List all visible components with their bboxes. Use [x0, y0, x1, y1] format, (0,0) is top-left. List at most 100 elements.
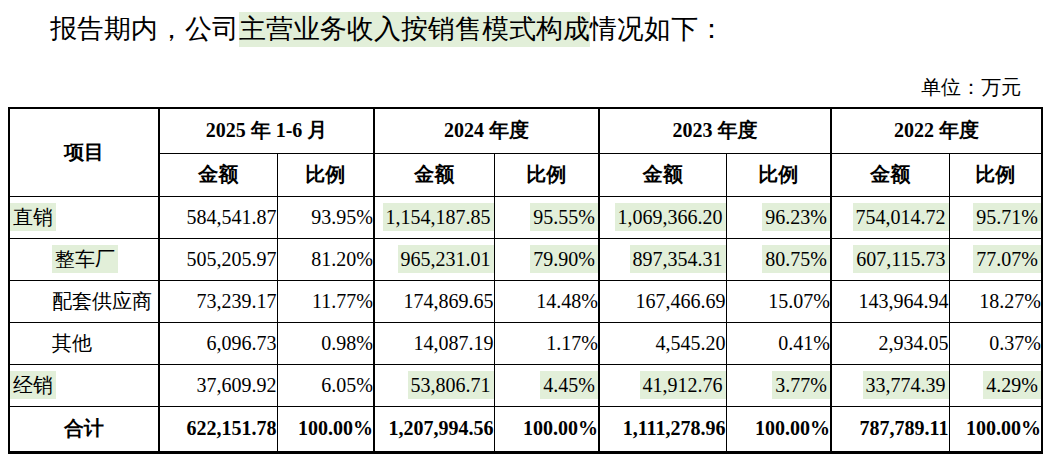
cell-value: 167,466.69	[636, 290, 726, 312]
value-cell: 93.95%	[277, 196, 374, 238]
value-cell: 18.27%	[949, 280, 1042, 322]
subheader-amount-2022: 金额	[831, 153, 949, 196]
row-label-cell: 经销	[9, 364, 159, 406]
value-cell: 0.98%	[277, 322, 374, 364]
value-cell: 6.05%	[277, 364, 374, 406]
value-cell: 4,545.20	[599, 322, 726, 364]
revenue-by-sales-model-table: 项目 2025 年 1-6 月 2024 年度 2023 年度 2022 年度 …	[8, 107, 1043, 454]
value-cell: 11.77%	[277, 280, 374, 322]
cell-value: 14.48%	[536, 290, 598, 312]
value-cell: 53,806.71	[374, 364, 494, 406]
cell-value: 79.90%	[530, 245, 598, 273]
cell-value: 15.07%	[768, 290, 830, 312]
value-cell: 96.23%	[726, 196, 831, 238]
subheader-amount-2024: 金额	[374, 153, 494, 196]
cell-value: 1,069,366.20	[615, 203, 726, 231]
cell-value: 1,207,994.56	[389, 417, 494, 439]
cell-value: 584,541.87	[187, 206, 277, 228]
value-cell: 1.17%	[494, 322, 599, 364]
row-label-cell: 其他	[9, 322, 159, 364]
value-cell: 100.00%	[277, 406, 374, 452]
unit-label: 单位：万元	[921, 76, 1021, 98]
subheader-ratio-2022: 比例	[949, 153, 1042, 196]
title-suffix: 情况如下：	[590, 14, 725, 44]
value-cell: 79.90%	[494, 238, 599, 280]
period-header-2023: 2023 年度	[599, 108, 831, 153]
cell-value: 100.00%	[966, 417, 1041, 439]
cell-value: 0.37%	[989, 332, 1041, 354]
value-cell: 33,774.39	[831, 364, 949, 406]
value-cell: 4.45%	[494, 364, 599, 406]
period-header-2022: 2022 年度	[831, 108, 1042, 153]
row-label: 配套供应商	[52, 290, 152, 312]
value-cell: 41,912.76	[599, 364, 726, 406]
value-cell: 1,111,278.96	[599, 406, 726, 452]
subheader-ratio-2024: 比例	[494, 153, 599, 196]
row-label: 直销	[10, 203, 56, 231]
value-cell: 80.75%	[726, 238, 831, 280]
row-label-cell: 配套供应商	[9, 280, 159, 322]
value-cell: 0.37%	[949, 322, 1042, 364]
cell-value: 4.29%	[983, 371, 1041, 399]
cell-value: 754,014.72	[853, 203, 949, 231]
period-header-2025h1: 2025 年 1-6 月	[159, 108, 374, 153]
value-cell: 607,115.73	[831, 238, 949, 280]
cell-value: 6,096.73	[207, 332, 277, 354]
page-title: 报告期内，公司主营业务收入按销售模式构成情况如下：	[50, 9, 1049, 49]
row-label: 其他	[52, 332, 92, 354]
title-highlighted-text: 主营业务收入按销售模式构成	[239, 12, 590, 47]
value-cell: 77.07%	[949, 238, 1042, 280]
cell-value: 965,231.01	[398, 245, 494, 273]
value-cell: 100.00%	[726, 406, 831, 452]
cell-value: 622,151.78	[187, 417, 277, 439]
cell-value: 1.17%	[546, 332, 598, 354]
value-cell: 167,466.69	[599, 280, 726, 322]
value-cell: 1,154,187.85	[374, 196, 494, 238]
cell-value: 100.00%	[755, 417, 830, 439]
value-cell: 0.41%	[726, 322, 831, 364]
row-label-cell: 整车厂	[9, 238, 159, 280]
value-cell: 95.55%	[494, 196, 599, 238]
row-label: 合计	[64, 417, 104, 439]
value-cell: 81.20%	[277, 238, 374, 280]
value-cell: 6,096.73	[159, 322, 277, 364]
value-cell: 4.29%	[949, 364, 1042, 406]
row-label-cell: 直销	[9, 196, 159, 238]
cell-value: 4.45%	[540, 371, 598, 399]
value-cell: 143,964.94	[831, 280, 949, 322]
subheader-ratio-2023: 比例	[726, 153, 831, 196]
subheader-amount-2025h1: 金额	[159, 153, 277, 196]
table-header: 项目 2025 年 1-6 月 2024 年度 2023 年度 2022 年度 …	[9, 108, 1042, 196]
value-cell: 95.71%	[949, 196, 1042, 238]
total-row: 合计622,151.78100.00%1,207,994.56100.00%1,…	[9, 406, 1042, 452]
value-cell: 14,087.19	[374, 322, 494, 364]
row-label: 整车厂	[52, 245, 118, 273]
value-cell: 100.00%	[949, 406, 1042, 452]
cell-value: 607,115.73	[853, 245, 948, 273]
cell-value: 33,774.39	[863, 371, 949, 399]
cell-value: 6.05%	[321, 374, 373, 396]
period-header-2024: 2024 年度	[374, 108, 599, 153]
cell-value: 73,239.17	[197, 290, 277, 312]
cell-value: 80.75%	[762, 245, 830, 273]
title-prefix: 报告期内，公司	[50, 14, 239, 44]
cell-value: 41,912.76	[640, 371, 726, 399]
value-cell: 584,541.87	[159, 196, 277, 238]
value-cell: 15.07%	[726, 280, 831, 322]
value-cell: 100.00%	[494, 406, 599, 452]
table-row: 直销 584,541.8793.95%1,154,187.8595.55% 1,06…	[9, 196, 1042, 238]
cell-value: 2,934.05	[879, 332, 949, 354]
subheader-ratio-2025h1: 比例	[277, 153, 374, 196]
cell-value: 897,354.31	[630, 245, 726, 273]
cell-value: 174,869.65	[404, 290, 494, 312]
value-cell: 622,151.78	[159, 406, 277, 452]
value-cell: 174,869.65	[374, 280, 494, 322]
cell-value: 143,964.94	[859, 290, 949, 312]
value-cell: 2,934.05	[831, 322, 949, 364]
cell-value: 18.27%	[979, 290, 1041, 312]
cell-value: 11.77%	[312, 290, 373, 312]
cell-value: 0.41%	[778, 332, 830, 354]
row-label: 经销	[10, 371, 56, 399]
value-cell: 37,609.92	[159, 364, 277, 406]
value-cell: 3.77%	[726, 364, 831, 406]
